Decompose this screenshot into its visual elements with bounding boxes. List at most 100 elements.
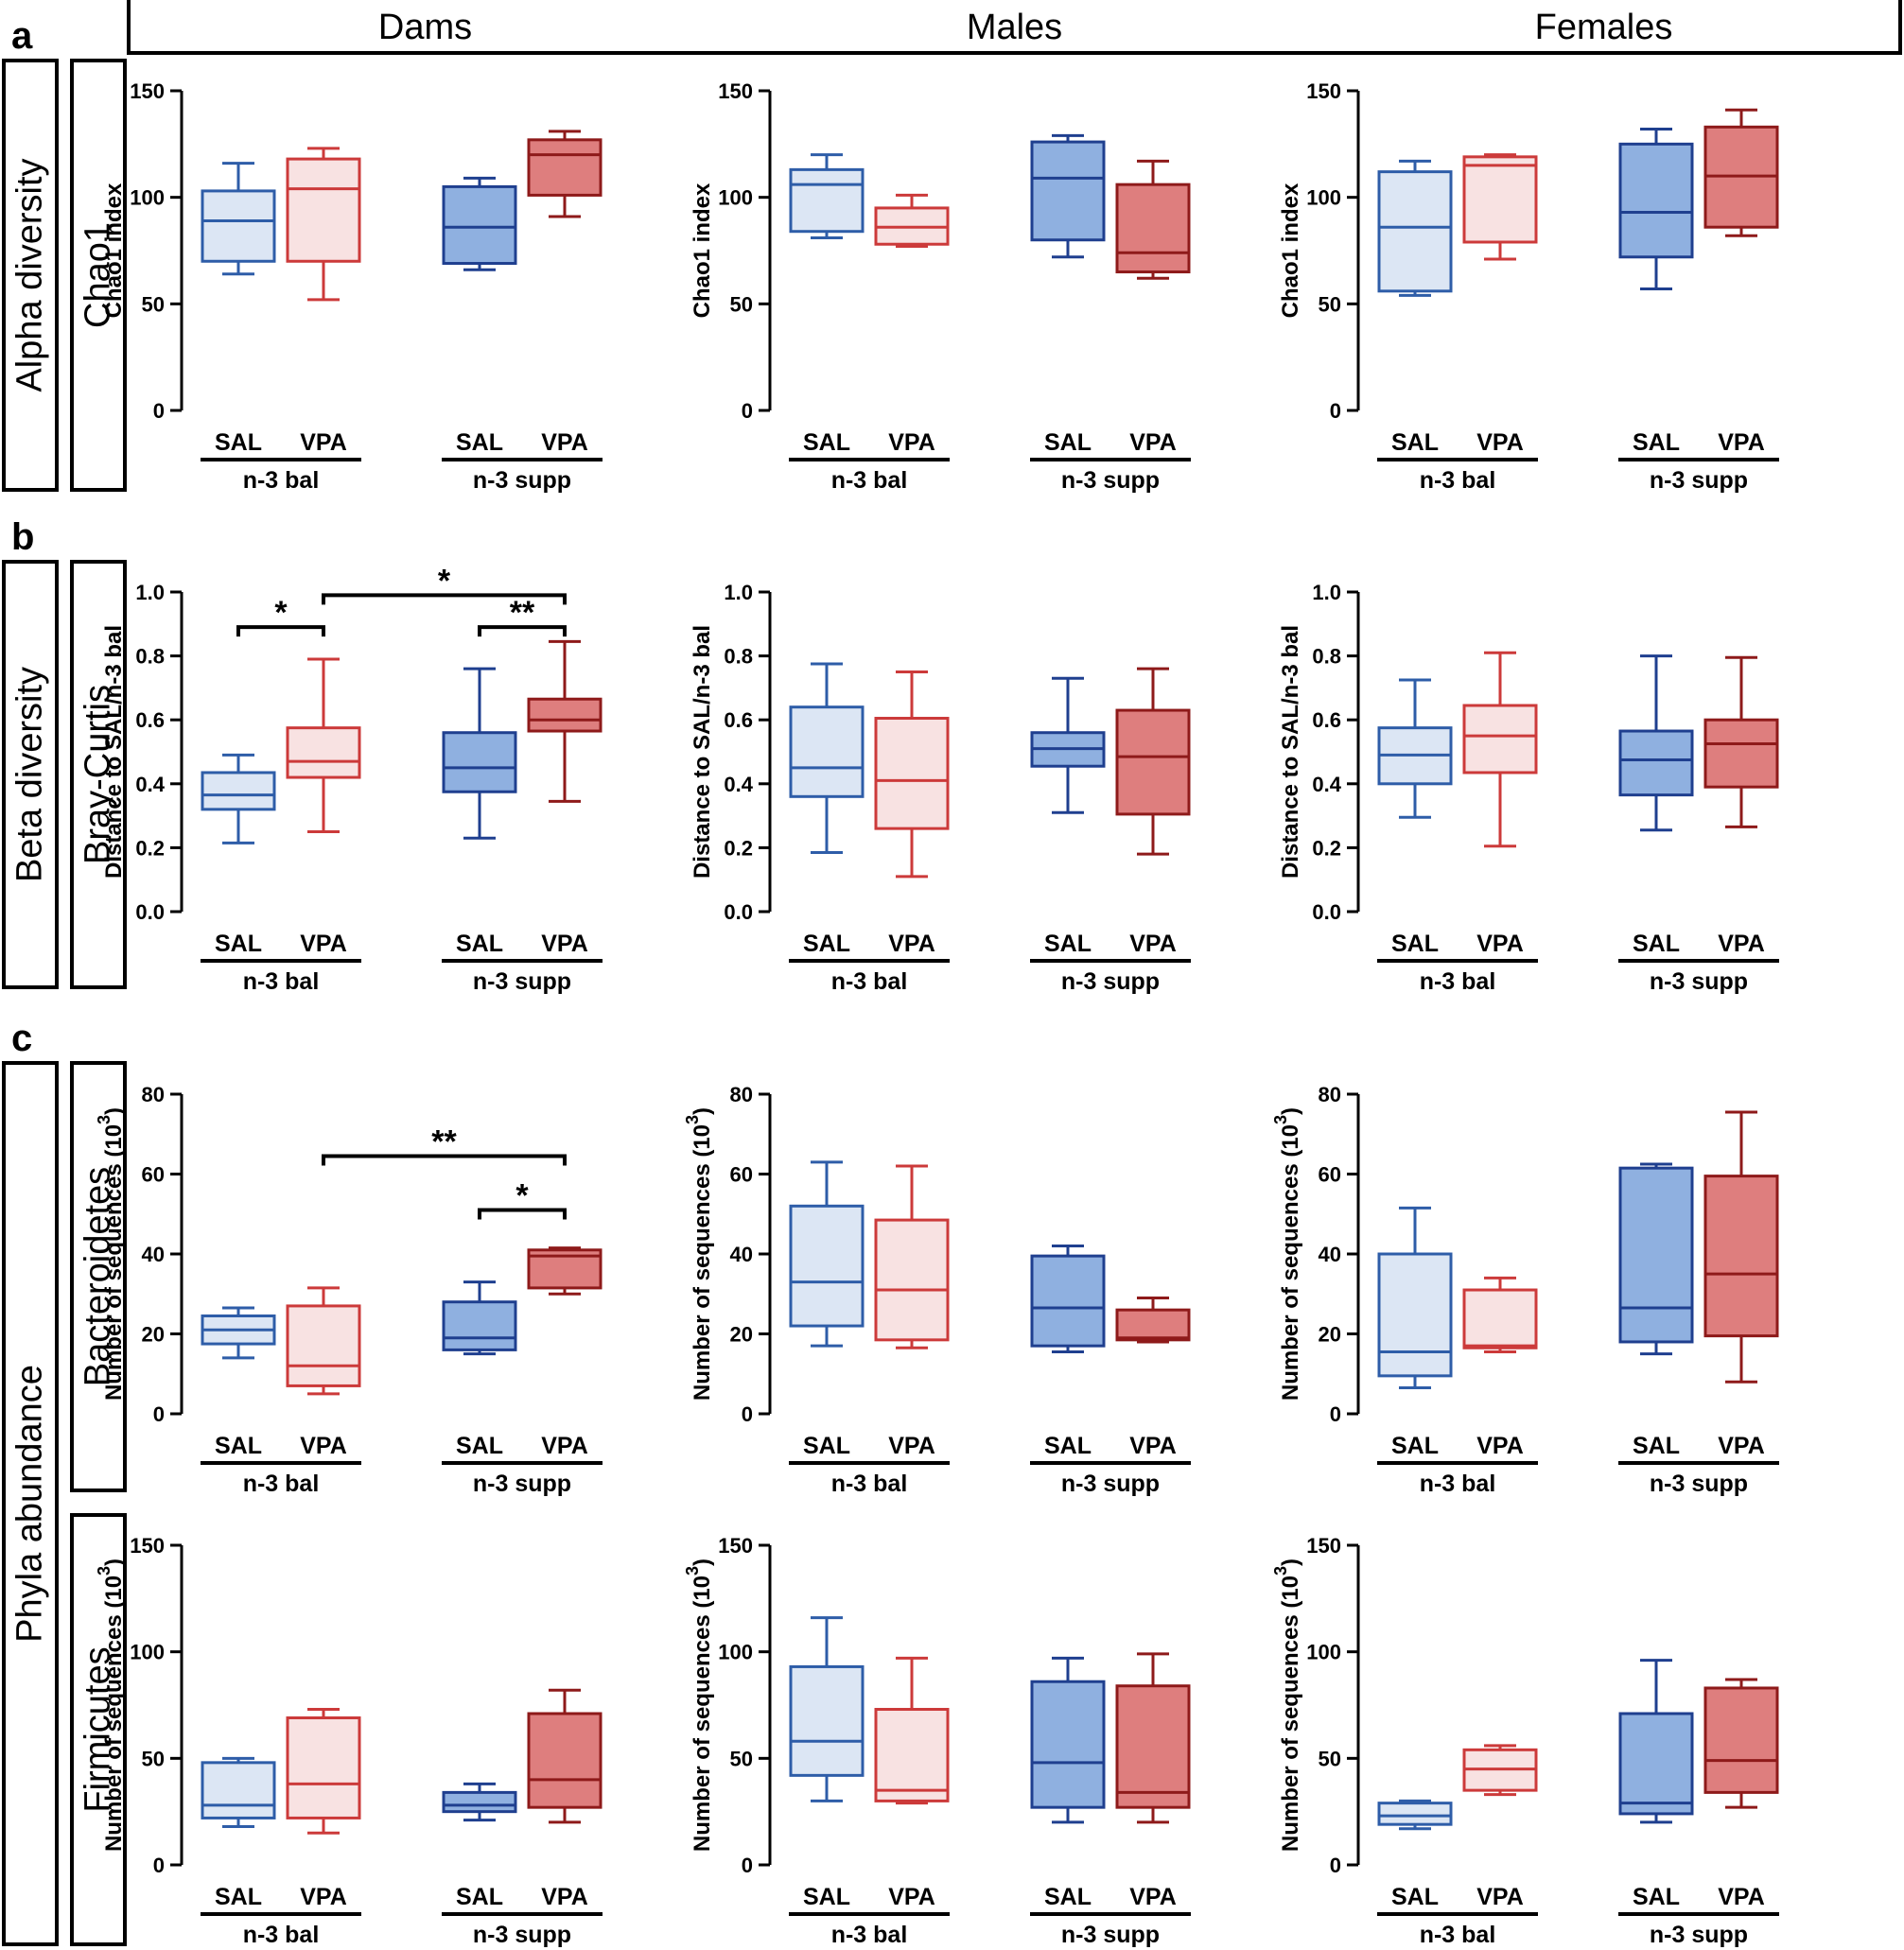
- box-vpa-supp: [1703, 655, 1779, 828]
- column-header-dams: Dams: [377, 8, 473, 47]
- y-tick-label: 60: [730, 1163, 753, 1187]
- y-tick-label: 100: [718, 186, 753, 210]
- y-tick-label: 0: [742, 399, 753, 423]
- y-tick-label: 20: [730, 1323, 753, 1347]
- y-tick-label: 150: [718, 1534, 753, 1558]
- box-sal-supp: [442, 1782, 517, 1822]
- row-box-bacteroidetes: Bacteroidetes: [70, 1061, 127, 1492]
- x-tick-label: SAL: [1391, 1884, 1439, 1910]
- y-tick-label: 100: [1306, 186, 1341, 210]
- x-tick-label: VPA: [300, 1433, 347, 1459]
- y-tick-label: 0.0: [135, 900, 165, 924]
- x-tick-label: SAL: [1391, 1433, 1439, 1459]
- significance-label: *: [438, 563, 451, 599]
- box-sal-supp: [1030, 133, 1106, 259]
- box-sal-bal: [201, 1306, 276, 1360]
- y-tick-label: 100: [1306, 1641, 1341, 1664]
- box-iqr: [789, 167, 865, 234]
- y-axis-label-close: ): [690, 1558, 715, 1566]
- box-vpa-supp: [527, 130, 603, 218]
- box-iqr: [1618, 729, 1694, 797]
- x-tick-label: SAL: [215, 429, 262, 456]
- x-tick-label: SAL: [1391, 931, 1439, 957]
- box-iqr: [1618, 142, 1694, 259]
- chart-bray-curtis-dams: 0.0 0.2 0.4 0.6 0.8 1.0 Distance to SAL/n-3 ba…: [101, 563, 603, 995]
- chart-chao1-females: 0 50 100 150 Chao1 index SAL VPA SAL VPA n-3 bal n…: [1278, 79, 1779, 494]
- x-tick-label: VPA: [1718, 429, 1765, 456]
- x-tick-label: VPA: [888, 1884, 935, 1910]
- y-tick-label: 150: [130, 1534, 165, 1558]
- group-label: n-3 bal: [831, 1922, 908, 1948]
- box-sal-bal: [201, 162, 276, 276]
- x-tick-label: SAL: [1633, 429, 1680, 456]
- group-label: n-3 supp: [1650, 1922, 1748, 1948]
- x-tick-label: SAL: [1044, 1884, 1092, 1910]
- column-header-strip: Dams Males Females: [127, 0, 1902, 55]
- y-axis-label-exponent: 3: [1271, 1115, 1290, 1124]
- x-tick-label: VPA: [1476, 1433, 1524, 1459]
- x-tick-label: SAL: [803, 429, 850, 456]
- group-label: n-3 bal: [1420, 467, 1496, 494]
- x-tick-label: VPA: [1129, 429, 1177, 456]
- y-tick-label: 0.8: [724, 645, 753, 669]
- group-label: n-3 bal: [243, 1922, 320, 1948]
- x-tick-label: VPA: [1129, 931, 1177, 957]
- box-iqr: [201, 771, 276, 811]
- box-iqr: [789, 705, 865, 798]
- box-iqr: [442, 184, 517, 266]
- y-tick-label: 50: [142, 292, 165, 316]
- box-sal-supp: [442, 1280, 517, 1356]
- box-vpa-supp: [527, 1246, 603, 1296]
- group-label: n-3 bal: [243, 968, 320, 995]
- x-tick-label: SAL: [803, 1433, 850, 1459]
- box-vpa-supp: [1115, 1296, 1191, 1344]
- y-tick-label: 150: [1306, 1534, 1341, 1558]
- y-tick-label: 150: [1306, 79, 1341, 103]
- y-tick-label: 80: [1319, 1083, 1341, 1106]
- group-label: n-3 supp: [473, 467, 571, 494]
- box-sal-bal: [789, 662, 865, 854]
- y-tick-label: 0: [1330, 1854, 1341, 1877]
- box-iqr: [442, 1300, 517, 1351]
- y-tick-label: 50: [1319, 292, 1341, 316]
- y-tick-label: 0.6: [724, 708, 753, 732]
- box-iqr: [1462, 704, 1538, 775]
- box-sal-bal: [201, 753, 276, 844]
- box-vpa-supp: [1703, 108, 1779, 237]
- x-tick-label: SAL: [1044, 429, 1092, 456]
- y-tick-label: 0.6: [1312, 708, 1341, 732]
- chart-bray-curtis-males: 0.0 0.2 0.4 0.6 0.8 1.0 Distance to SAL/n-3 ba…: [690, 581, 1191, 995]
- panel-letter-b: b: [11, 516, 35, 558]
- significance-label: **: [431, 1123, 457, 1159]
- box-sal-supp: [442, 667, 517, 840]
- y-tick-label: 0.2: [1312, 836, 1341, 860]
- x-tick-label: VPA: [1718, 1433, 1765, 1459]
- box-sal-supp: [1618, 654, 1694, 832]
- box-iqr: [1030, 140, 1106, 242]
- chart-bacteroidetes-males: 0 20 40 60 80 Number of sequences (103) SAL VPA…: [683, 1083, 1191, 1497]
- y-tick-label: 80: [730, 1083, 753, 1106]
- y-axis-label: Number of sequences (103): [95, 1107, 127, 1401]
- box-iqr: [442, 731, 517, 793]
- box-iqr: [286, 1716, 361, 1819]
- x-tick-label: SAL: [1391, 429, 1439, 456]
- chart-chao1-males: 0 50 100 150 Chao1 index SAL VPA SAL VPA n-3 bal n…: [690, 79, 1191, 494]
- box-vpa-supp: [1115, 1652, 1191, 1824]
- group-label: n-3 bal: [831, 1471, 908, 1497]
- y-tick-label: 0: [153, 1854, 165, 1877]
- box-vpa-supp: [1115, 159, 1191, 280]
- box-iqr: [201, 189, 276, 263]
- y-axis-label-exponent: 3: [1271, 1566, 1290, 1576]
- y-axis-label: Number of sequences (103): [683, 1558, 715, 1852]
- box-sal-supp: [1030, 1656, 1106, 1824]
- box-vpa-supp: [527, 639, 603, 803]
- box-iqr: [874, 717, 950, 830]
- x-tick-label: VPA: [1129, 1433, 1177, 1459]
- box-sal-bal: [789, 153, 865, 239]
- box-vpa-bal: [286, 147, 361, 302]
- box-vpa-supp: [1115, 667, 1191, 856]
- x-tick-label: SAL: [1633, 1884, 1680, 1910]
